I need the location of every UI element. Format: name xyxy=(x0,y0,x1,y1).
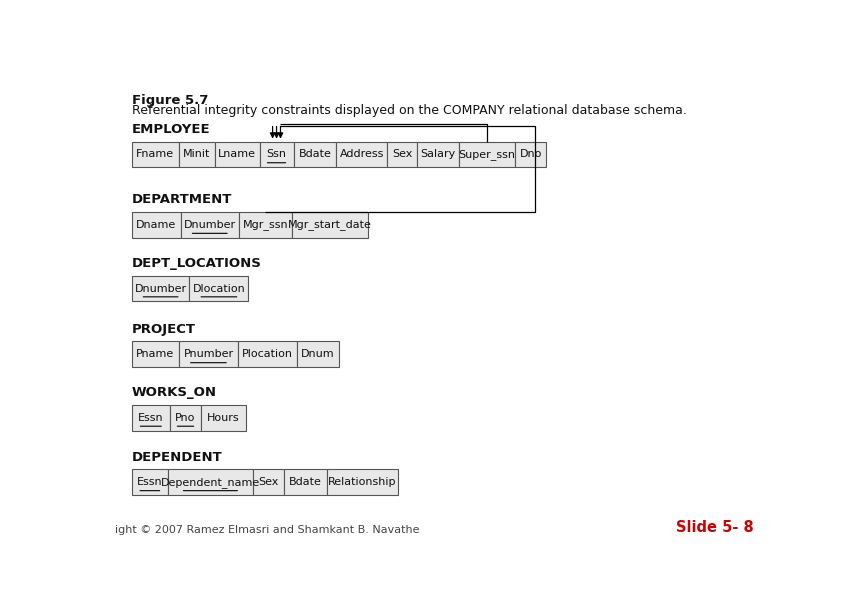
FancyBboxPatch shape xyxy=(132,405,170,431)
FancyBboxPatch shape xyxy=(214,142,259,167)
Text: EMPLOYEE: EMPLOYEE xyxy=(132,123,210,136)
Text: Super_ssn: Super_ssn xyxy=(458,149,515,160)
Text: DEPENDENT: DEPENDENT xyxy=(132,451,222,464)
Text: Fname: Fname xyxy=(136,150,174,159)
FancyBboxPatch shape xyxy=(132,342,179,367)
FancyBboxPatch shape xyxy=(459,142,514,167)
Text: Dnumber: Dnumber xyxy=(134,284,187,293)
FancyBboxPatch shape xyxy=(179,142,214,167)
Text: Lname: Lname xyxy=(218,150,256,159)
Text: Plocation: Plocation xyxy=(241,349,293,359)
Text: Pnumber: Pnumber xyxy=(183,349,233,359)
FancyBboxPatch shape xyxy=(170,405,201,431)
FancyBboxPatch shape xyxy=(252,469,284,496)
FancyBboxPatch shape xyxy=(296,342,339,367)
FancyBboxPatch shape xyxy=(514,142,546,167)
Text: Ssn: Ssn xyxy=(266,150,286,159)
Text: Mgr_ssn: Mgr_ssn xyxy=(242,219,288,230)
Text: Dno: Dno xyxy=(519,150,541,159)
FancyBboxPatch shape xyxy=(181,212,238,238)
Text: Pno: Pno xyxy=(175,413,196,423)
Text: PROJECT: PROJECT xyxy=(132,323,196,336)
Text: Referential integrity constraints displayed on the COMPANY relational database s: Referential integrity constraints displa… xyxy=(132,104,686,117)
Text: Minit: Minit xyxy=(183,150,210,159)
Text: Bdate: Bdate xyxy=(289,477,322,488)
Text: Sex: Sex xyxy=(258,477,279,488)
Text: ight © 2007 Ramez Elmasri and Shamkant B. Navathe: ight © 2007 Ramez Elmasri and Shamkant B… xyxy=(116,525,419,535)
FancyBboxPatch shape xyxy=(416,142,459,167)
FancyBboxPatch shape xyxy=(284,469,327,496)
FancyBboxPatch shape xyxy=(238,212,292,238)
FancyBboxPatch shape xyxy=(259,142,293,167)
FancyBboxPatch shape xyxy=(327,469,398,496)
FancyBboxPatch shape xyxy=(387,142,416,167)
Text: Bdate: Bdate xyxy=(298,150,331,159)
Text: Dnum: Dnum xyxy=(301,349,334,359)
Text: Sex: Sex xyxy=(392,150,412,159)
Text: Dependent_name: Dependent_name xyxy=(160,477,260,488)
FancyBboxPatch shape xyxy=(238,342,296,367)
Text: Relationship: Relationship xyxy=(327,477,396,488)
FancyBboxPatch shape xyxy=(201,405,246,431)
Text: Essn: Essn xyxy=(138,413,164,423)
Text: Dname: Dname xyxy=(136,220,176,230)
Text: Slide 5- 8: Slide 5- 8 xyxy=(675,521,753,535)
FancyBboxPatch shape xyxy=(132,212,181,238)
FancyBboxPatch shape xyxy=(189,276,248,301)
FancyBboxPatch shape xyxy=(292,212,367,238)
Text: Address: Address xyxy=(339,150,383,159)
Text: Essn: Essn xyxy=(137,477,162,488)
FancyBboxPatch shape xyxy=(132,276,189,301)
Text: DEPARTMENT: DEPARTMENT xyxy=(132,194,232,207)
Text: Hours: Hours xyxy=(207,413,240,423)
Text: WORKS_ON: WORKS_ON xyxy=(132,386,217,400)
Text: Dnumber: Dnumber xyxy=(183,220,235,230)
Text: DEPT_LOCATIONS: DEPT_LOCATIONS xyxy=(132,257,262,270)
FancyBboxPatch shape xyxy=(132,469,168,496)
Text: Salary: Salary xyxy=(419,150,455,159)
FancyBboxPatch shape xyxy=(168,469,252,496)
FancyBboxPatch shape xyxy=(132,142,179,167)
FancyBboxPatch shape xyxy=(336,142,387,167)
Text: Figure 5.7: Figure 5.7 xyxy=(132,95,208,108)
Text: Pname: Pname xyxy=(136,349,175,359)
Text: Dlocation: Dlocation xyxy=(192,284,245,293)
Text: Mgr_start_date: Mgr_start_date xyxy=(288,219,371,230)
FancyBboxPatch shape xyxy=(179,342,238,367)
FancyBboxPatch shape xyxy=(293,142,336,167)
